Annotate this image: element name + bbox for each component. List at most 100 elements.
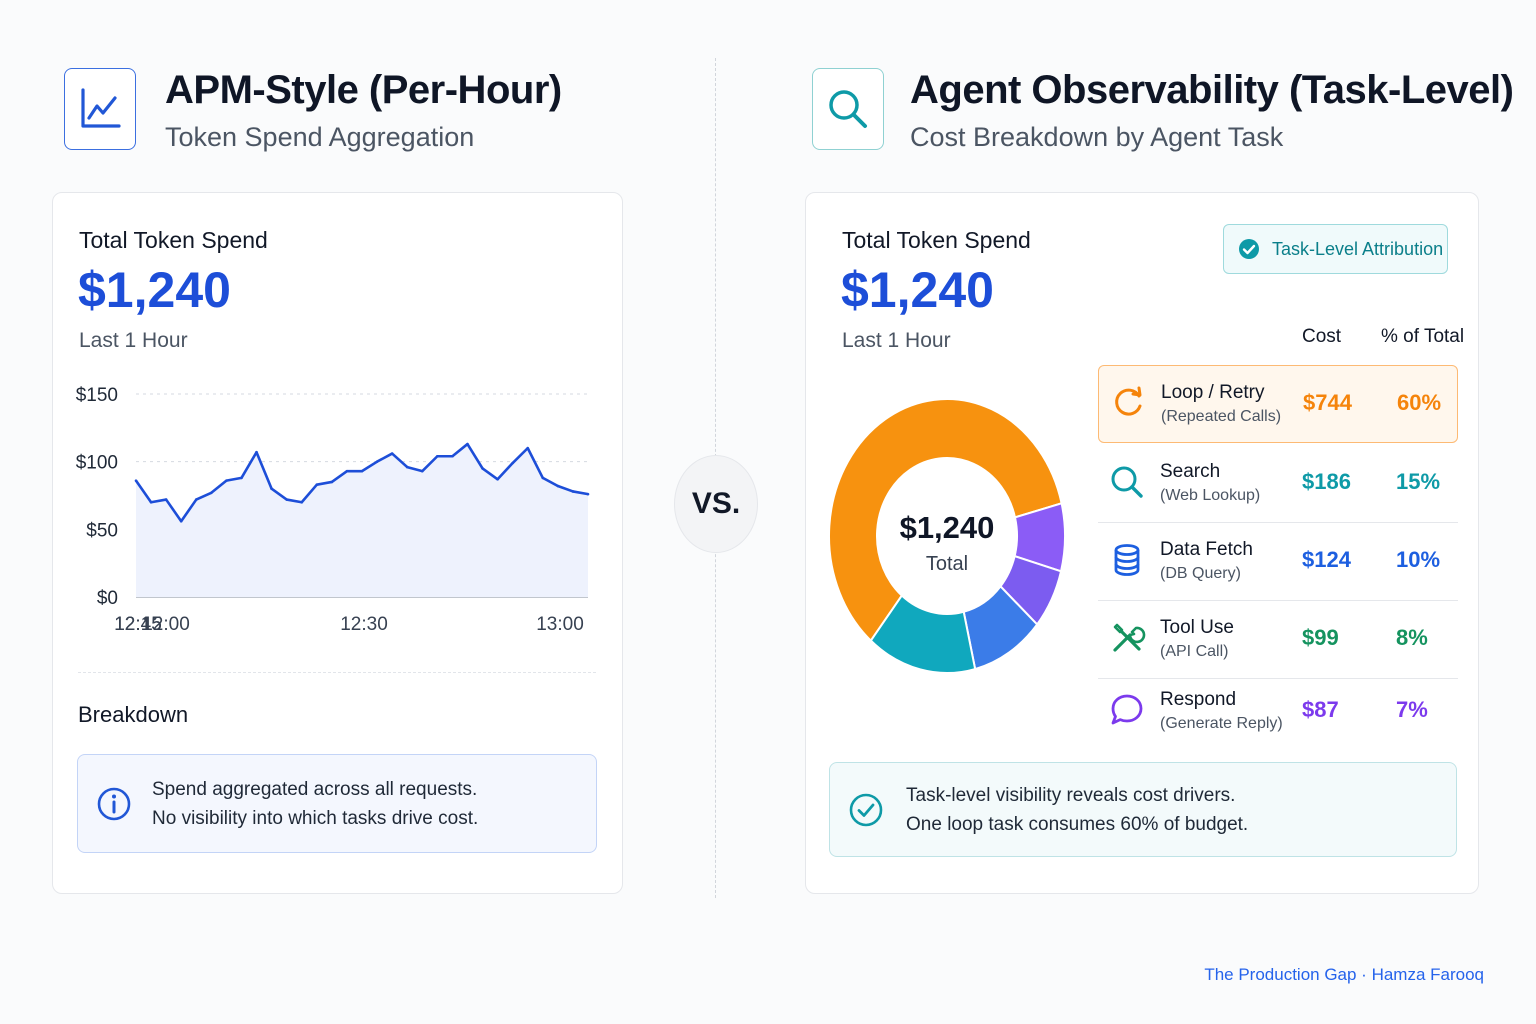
data-point	[285, 498, 288, 501]
data-point	[330, 480, 334, 484]
task-pct: 7%	[1396, 697, 1428, 722]
data-point	[194, 498, 198, 501]
task-cost: $99	[1302, 625, 1339, 650]
task-pct: 10%	[1396, 547, 1441, 572]
database-icon	[1114, 544, 1140, 576]
agent-info-line-2: One loop task consumes 60% of budget.	[906, 813, 1249, 835]
task-detail: (Generate Reply)	[1160, 715, 1283, 732]
data-point	[541, 476, 545, 480]
vs-badge: VS.	[674, 455, 758, 553]
magnifier-icon	[829, 90, 867, 128]
data-point	[420, 469, 424, 473]
x-tick-label: 12:15	[114, 614, 162, 635]
search-icon	[1111, 466, 1143, 498]
page-title-right: Agent Observability (Task-Level)	[910, 68, 1514, 112]
data-point	[511, 461, 514, 465]
task-cost-donut	[828, 398, 1066, 674]
row-divider	[1098, 522, 1458, 523]
task-name: Search	[1160, 461, 1221, 482]
data-point	[225, 479, 228, 482]
y-tick-label: $50	[86, 520, 118, 541]
check-circle-icon	[849, 793, 883, 826]
apm-info-box: Spend aggregated across all requests. No…	[77, 754, 597, 853]
task-row-data-fetch[interactable]: Data Fetch (DB Query) $124 10%	[1098, 523, 1458, 601]
task-cost: $186	[1302, 469, 1351, 494]
task-row-respond[interactable]: Respond (Generate Reply) $87 7%	[1098, 673, 1458, 751]
tools-icon	[1113, 623, 1146, 652]
info-line-1: Spend aggregated across all requests.	[152, 778, 478, 800]
data-point	[255, 450, 258, 454]
data-point	[526, 446, 530, 450]
data-point	[179, 519, 183, 523]
col-header-pct: % of Total	[1381, 326, 1465, 347]
check-badge-icon	[1239, 239, 1259, 259]
data-point	[134, 479, 138, 482]
y-tick-label: $0	[97, 588, 118, 609]
retry-icon	[1115, 386, 1142, 416]
page-title-left: APM-Style (Per-Hour)	[165, 68, 562, 112]
area-fill	[136, 444, 588, 597]
donut-slice-loop-retry	[828, 398, 1063, 643]
task-detail: (API Call)	[1160, 643, 1229, 660]
agent-info-line-1: Task-level visibility reveals cost drive…	[906, 784, 1236, 806]
breakdown-heading: Breakdown	[78, 702, 189, 727]
task-row-loop[interactable]: Loop / Retry (Repeated Calls) $744 60%	[1098, 365, 1458, 443]
data-point	[466, 442, 469, 446]
data-point	[390, 452, 394, 455]
x-tick-label: 12:00	[142, 614, 190, 635]
donut-slice-search	[869, 594, 977, 674]
spend-value-left: $1,240	[78, 262, 231, 318]
donut-center-label: Total	[925, 553, 969, 575]
row-divider	[1098, 678, 1458, 679]
subtitle-left: Token Spend Aggregation	[165, 122, 475, 152]
magnifier-icon-frame	[812, 68, 884, 150]
data-point	[405, 465, 409, 469]
data-point	[270, 487, 273, 491]
data-point	[240, 476, 243, 480]
x-tick-label: 12:30	[340, 614, 388, 635]
chart-separator	[78, 672, 596, 673]
task-name: Loop / Retry	[1161, 382, 1265, 403]
data-point	[164, 498, 168, 501]
task-detail: (Web Lookup)	[1160, 487, 1261, 504]
data-point	[556, 484, 560, 488]
data-point	[586, 492, 590, 496]
footer-credit: The Production Gap · Hamza Farooq	[1204, 965, 1484, 984]
agent-info-box: Task-level visibility reveals cost drive…	[829, 762, 1457, 857]
spend-label-right: Total Token Spend	[842, 227, 1031, 253]
data-point	[149, 500, 153, 504]
task-cost: $744	[1303, 390, 1352, 415]
subtitle-right: Cost Breakdown by Agent Task	[910, 122, 1284, 152]
period-left: Last 1 Hour	[79, 329, 188, 352]
x-tick-label: 12:45	[114, 614, 162, 635]
spend-label-left: Total Token Spend	[79, 227, 268, 253]
task-detail: (DB Query)	[1160, 565, 1241, 582]
data-point	[300, 500, 304, 504]
donut-center-value: $1,240	[899, 510, 995, 545]
data-point	[345, 469, 349, 473]
data-point	[436, 454, 439, 458]
task-cost: $124	[1302, 547, 1351, 572]
task-row-tool-use[interactable]: Tool Use (API Call) $99 8%	[1098, 601, 1458, 679]
line-chart-icon-frame	[64, 68, 136, 150]
info-line-2: No visibility into which tasks drive cos…	[152, 807, 479, 829]
task-name: Respond	[1160, 689, 1237, 710]
y-tick-label: $150	[76, 385, 118, 406]
spend-value-right: $1,240	[841, 262, 994, 318]
line-chart-icon	[81, 88, 121, 128]
task-pct: 8%	[1396, 625, 1428, 650]
row-divider	[1098, 600, 1458, 601]
data-point	[315, 483, 319, 486]
chat-bubble-icon	[1111, 694, 1143, 725]
y-tick-label: $100	[76, 453, 118, 474]
x-tick-label: 13:00	[536, 614, 584, 635]
task-pct: 15%	[1396, 469, 1441, 494]
period-right: Last 1 Hour	[842, 329, 951, 352]
data-point	[571, 490, 575, 493]
task-pct: 60%	[1397, 390, 1442, 415]
badge-label: Task-Level Attribution	[1272, 238, 1444, 259]
task-row-search[interactable]: Search (Web Lookup) $186 15%	[1098, 445, 1458, 523]
task-detail: (Repeated Calls)	[1161, 408, 1282, 425]
task-cost: $87	[1302, 697, 1339, 722]
